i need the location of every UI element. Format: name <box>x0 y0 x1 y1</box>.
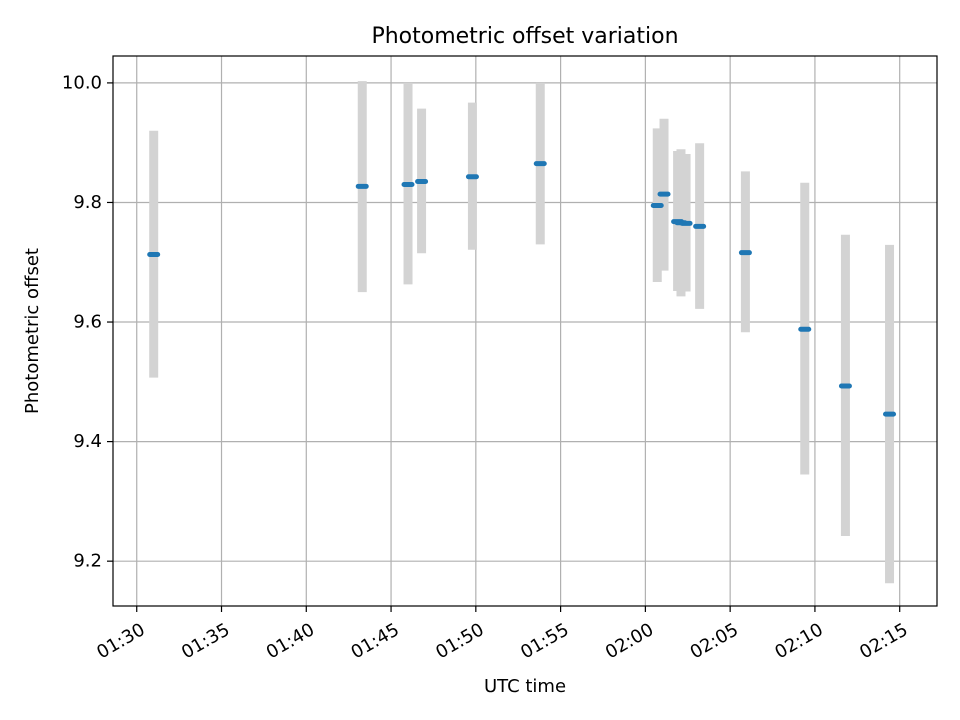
y-tick-label: 9.6 <box>73 312 102 333</box>
y-axis: 9.2 9.4 9.6 9.8 10.0 <box>62 72 113 572</box>
y-tick-label: 9.8 <box>73 192 102 213</box>
grid-lines <box>113 56 937 606</box>
y-axis-title: Photometric offset <box>22 248 43 414</box>
data-points <box>147 161 897 417</box>
y-tick-label: 9.4 <box>73 431 102 452</box>
y-tick-label: 9.2 <box>73 551 102 572</box>
chart-title: Photometric offset variation <box>371 24 678 49</box>
x-axis-title: UTC time <box>484 676 566 697</box>
y-tick-label: 10.0 <box>62 72 102 93</box>
plot-frame <box>112 55 938 607</box>
